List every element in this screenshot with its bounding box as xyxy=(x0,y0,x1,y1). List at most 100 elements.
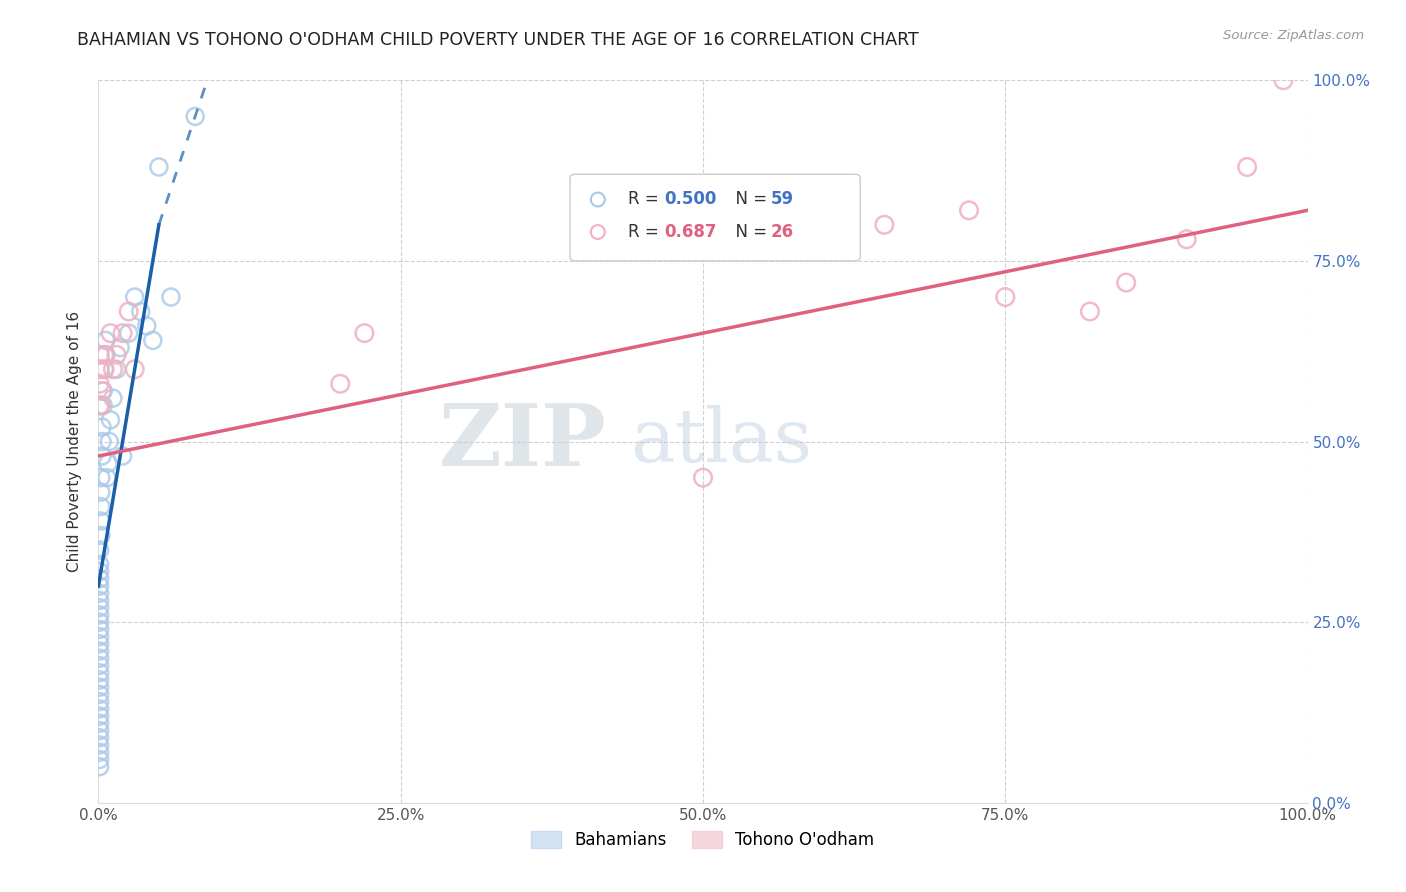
Point xyxy=(89,607,111,622)
Point xyxy=(1078,304,1101,318)
Point xyxy=(118,304,141,318)
Point xyxy=(101,391,124,405)
Point xyxy=(91,420,114,434)
Point xyxy=(93,362,115,376)
Point xyxy=(98,434,121,449)
Point xyxy=(91,398,114,412)
Text: Source: ZipAtlas.com: Source: ZipAtlas.com xyxy=(1223,29,1364,42)
Point xyxy=(89,630,111,644)
Point xyxy=(105,348,128,362)
Point xyxy=(692,470,714,484)
Point xyxy=(89,579,111,593)
Point xyxy=(89,658,111,673)
Point xyxy=(89,600,111,615)
Point xyxy=(93,348,115,362)
Text: R =: R = xyxy=(628,191,664,209)
Point xyxy=(1175,232,1198,246)
Point xyxy=(89,673,111,687)
Point xyxy=(111,449,134,463)
Point xyxy=(89,716,111,731)
Point xyxy=(89,542,111,557)
Point xyxy=(586,193,609,207)
Y-axis label: Child Poverty Under the Age of 16: Child Poverty Under the Age of 16 xyxy=(67,311,83,572)
Point xyxy=(89,723,111,738)
Point xyxy=(111,326,134,340)
Point xyxy=(91,434,114,449)
Point xyxy=(89,665,111,680)
Text: BAHAMIAN VS TOHONO O'ODHAM CHILD POVERTY UNDER THE AGE OF 16 CORRELATION CHART: BAHAMIAN VS TOHONO O'ODHAM CHILD POVERTY… xyxy=(77,31,920,49)
Point xyxy=(813,232,835,246)
Point xyxy=(89,760,111,774)
Point xyxy=(1272,73,1295,87)
Point xyxy=(89,702,111,716)
Point xyxy=(89,623,111,637)
Point xyxy=(124,290,146,304)
Point xyxy=(94,348,117,362)
Text: ZIP: ZIP xyxy=(439,400,606,483)
Point xyxy=(89,565,111,579)
Text: R =: R = xyxy=(628,223,664,241)
Text: N =: N = xyxy=(724,223,772,241)
Point xyxy=(91,449,114,463)
Point xyxy=(89,680,111,694)
Legend: Bahamians, Tohono O'odham: Bahamians, Tohono O'odham xyxy=(524,824,882,856)
Point xyxy=(93,362,115,376)
Point xyxy=(89,651,111,665)
Point xyxy=(586,225,609,239)
Point xyxy=(873,218,896,232)
Point xyxy=(97,456,120,470)
Point xyxy=(89,644,111,658)
Point xyxy=(135,318,157,333)
Point xyxy=(329,376,352,391)
Point xyxy=(994,290,1017,304)
Text: 0.687: 0.687 xyxy=(664,223,717,241)
Point xyxy=(124,362,146,376)
Point xyxy=(1115,276,1137,290)
Point xyxy=(100,326,122,340)
Point xyxy=(108,341,131,355)
Point xyxy=(90,528,112,542)
Point xyxy=(105,362,128,376)
Point xyxy=(142,334,165,348)
Point xyxy=(96,470,118,484)
Point xyxy=(89,572,111,586)
Point xyxy=(184,110,207,124)
Point xyxy=(957,203,980,218)
Point xyxy=(89,362,111,376)
Point xyxy=(89,615,111,630)
Point xyxy=(94,334,117,348)
Point xyxy=(89,745,111,759)
Point xyxy=(89,558,111,572)
Point xyxy=(89,752,111,766)
Point xyxy=(129,304,152,318)
Point xyxy=(90,470,112,484)
Point xyxy=(101,362,124,376)
Point xyxy=(89,398,111,412)
Point xyxy=(118,326,141,340)
Point xyxy=(100,413,122,427)
Point xyxy=(1236,160,1258,174)
Point xyxy=(89,593,111,607)
Text: N =: N = xyxy=(724,191,772,209)
Point xyxy=(89,731,111,745)
Point xyxy=(89,637,111,651)
Text: 26: 26 xyxy=(770,223,794,241)
Point xyxy=(89,586,111,600)
Point xyxy=(89,738,111,752)
Point xyxy=(90,514,112,528)
Point xyxy=(160,290,183,304)
Point xyxy=(89,376,111,391)
Point xyxy=(89,687,111,701)
Text: 0.500: 0.500 xyxy=(664,191,717,209)
Point xyxy=(90,398,112,412)
Point xyxy=(89,348,111,362)
Text: atlas: atlas xyxy=(630,405,813,478)
Point xyxy=(148,160,170,174)
Text: 59: 59 xyxy=(770,191,794,209)
Point xyxy=(91,384,114,398)
Point xyxy=(353,326,375,340)
Point xyxy=(90,485,112,500)
FancyBboxPatch shape xyxy=(569,174,860,260)
Point xyxy=(90,500,112,514)
Point xyxy=(89,709,111,723)
